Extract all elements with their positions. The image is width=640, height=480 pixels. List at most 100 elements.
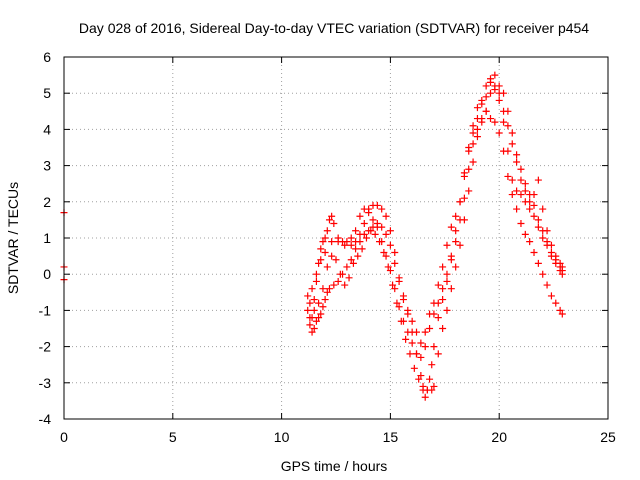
data-point	[530, 212, 538, 220]
data-point	[356, 212, 364, 220]
x-axis-label: GPS time / hours	[281, 458, 388, 474]
data-point	[495, 129, 503, 137]
data-point	[428, 386, 436, 394]
data-point	[478, 96, 486, 104]
data-point	[558, 310, 566, 318]
data-point	[308, 285, 316, 293]
data-point	[419, 382, 427, 390]
y-tick-label: -3	[39, 375, 52, 391]
data-point	[358, 245, 366, 253]
data-point	[460, 172, 468, 180]
data-point	[417, 353, 425, 361]
data-point	[517, 220, 525, 228]
data-point	[452, 227, 460, 235]
data-point	[530, 248, 538, 256]
data-series	[60, 71, 566, 401]
data-point	[534, 176, 542, 184]
data-point	[465, 147, 473, 155]
data-point	[508, 140, 516, 148]
data-point	[447, 223, 455, 231]
data-point	[321, 296, 329, 304]
data-point	[478, 115, 486, 123]
y-tick-label: 5	[43, 85, 51, 101]
data-point	[539, 227, 547, 235]
x-tick-label: 0	[60, 429, 68, 445]
data-point	[543, 281, 551, 289]
data-point	[367, 227, 375, 235]
data-point	[552, 256, 560, 264]
data-point	[391, 285, 399, 293]
data-point	[547, 292, 555, 300]
data-point	[413, 328, 421, 336]
data-point	[500, 118, 508, 126]
data-point	[439, 296, 447, 304]
data-point	[310, 306, 318, 314]
data-point	[526, 191, 534, 199]
y-tick-label: 3	[43, 158, 51, 174]
data-point	[319, 238, 327, 246]
data-point	[328, 212, 336, 220]
data-point	[482, 93, 490, 101]
y-tick-label: 1	[43, 230, 51, 246]
data-point	[543, 238, 551, 246]
data-point	[534, 223, 542, 231]
data-point	[347, 234, 355, 242]
data-point	[465, 165, 473, 173]
data-point	[315, 299, 323, 307]
data-point	[391, 248, 399, 256]
data-point	[430, 382, 438, 390]
data-point	[384, 263, 392, 271]
data-point	[417, 339, 425, 347]
data-point	[521, 198, 529, 206]
data-point	[317, 310, 325, 318]
data-point	[352, 245, 360, 253]
data-point	[356, 230, 364, 238]
data-point	[371, 230, 379, 238]
data-point	[308, 328, 316, 336]
data-point	[504, 107, 512, 115]
data-point	[406, 350, 414, 358]
data-point	[504, 122, 512, 130]
data-point	[349, 259, 357, 267]
data-point	[443, 306, 451, 314]
data-point	[430, 343, 438, 351]
series-3	[308, 78, 566, 347]
y-tick-label: 2	[43, 194, 51, 210]
x-tick-label: 20	[491, 429, 507, 445]
data-point	[304, 306, 312, 314]
data-point	[323, 263, 331, 271]
data-point	[408, 317, 416, 325]
data-point	[382, 212, 390, 220]
data-point	[443, 277, 451, 285]
data-point	[321, 234, 329, 242]
y-tick-label: 6	[43, 49, 51, 65]
data-point	[306, 299, 314, 307]
data-point	[328, 238, 336, 246]
data-point	[513, 187, 521, 195]
data-point	[443, 270, 451, 278]
data-point	[360, 220, 368, 228]
data-point	[473, 133, 481, 141]
data-point	[456, 198, 464, 206]
data-point	[513, 158, 521, 166]
data-point	[347, 256, 355, 264]
data-point	[389, 281, 397, 289]
data-point	[312, 270, 320, 278]
data-point	[486, 89, 494, 97]
data-point	[534, 259, 542, 267]
data-point	[352, 238, 360, 246]
data-point	[395, 303, 403, 311]
data-point	[354, 252, 362, 260]
data-point	[482, 107, 490, 115]
data-point	[410, 364, 418, 372]
data-point	[539, 234, 547, 242]
data-point	[343, 263, 351, 271]
data-point	[513, 205, 521, 213]
data-point	[391, 259, 399, 267]
axis-ticks	[63, 56, 609, 420]
series-2	[304, 86, 566, 361]
data-point	[521, 230, 529, 238]
data-point	[517, 176, 525, 184]
data-point	[382, 252, 390, 260]
data-point	[341, 241, 349, 249]
